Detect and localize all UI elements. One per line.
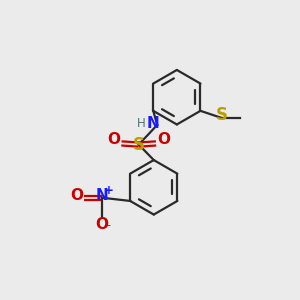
Text: +: +: [103, 184, 113, 197]
Text: N: N: [95, 188, 108, 203]
Text: S: S: [216, 106, 228, 124]
Text: O: O: [95, 217, 108, 232]
Text: O: O: [70, 188, 83, 203]
Text: O: O: [107, 132, 121, 147]
Text: ⁻: ⁻: [104, 222, 111, 235]
Text: O: O: [157, 132, 170, 147]
Text: S: S: [133, 136, 145, 154]
Text: H: H: [137, 117, 146, 130]
Text: N: N: [146, 116, 159, 130]
